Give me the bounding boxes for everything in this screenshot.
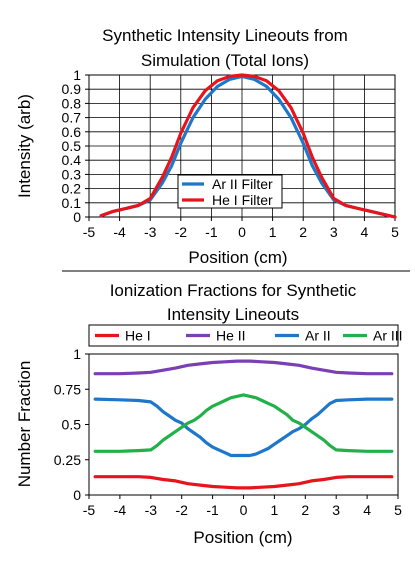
chart-2-legend-label: Ar II <box>305 328 331 344</box>
chart-1-x-tick-label: 3 <box>330 224 338 240</box>
chart-2-x-tick-label: -3 <box>145 502 158 518</box>
chart-2-x-tick-label: 2 <box>301 502 309 518</box>
chart-1-x-tick-label: 0 <box>238 224 246 240</box>
chart-2-legend-label: He I <box>125 328 151 344</box>
chart-2-x-tick-label: -4 <box>114 502 127 518</box>
chart-1-y-tick-label: 0.4 <box>62 152 82 168</box>
chart-1-y-tick-label: 0.6 <box>62 124 82 140</box>
chart-1-title-line-2: Simulation (Total Ions) <box>141 51 309 70</box>
chart-1-x-tick-label: 5 <box>391 224 399 240</box>
chart-1-x-axis-label: Position (cm) <box>188 248 287 267</box>
chart-1-y-tick-label: 1 <box>73 67 81 83</box>
chart-2-y-tick-label: 0 <box>73 487 81 503</box>
chart-2-x-tick-label: 5 <box>394 502 402 518</box>
chart-2-title-line-1: Ionization Fractions for Synthetic <box>110 281 357 300</box>
chart-1-x-tick-label: -3 <box>144 224 157 240</box>
chart-1-x-tick-label: 1 <box>269 224 277 240</box>
chart-1-y-tick-label: 0.9 <box>62 81 82 97</box>
chart-2-plot-frame <box>88 353 399 496</box>
chart-1-x-tick-label: 2 <box>299 224 307 240</box>
chart-2-x-tick-label: 3 <box>332 502 340 518</box>
chart-1-y-tick-label: 0.3 <box>62 166 82 182</box>
chart-2-series-line-ar-iii <box>93 393 394 453</box>
chart-1-y-axis-label: Intensity (arb) <box>15 94 34 198</box>
chart-2-legend-label: He II <box>216 328 246 344</box>
chart-1-x-tick-label: -4 <box>113 224 126 240</box>
chart-1: Synthetic Intensity Lineouts from Simula… <box>15 26 399 267</box>
chart-1-legend-box <box>177 174 283 209</box>
chart-2-x-tick-label: -5 <box>83 502 96 518</box>
chart-2-title-line-2: Intensity Lineouts <box>167 305 299 324</box>
chart-2-x-axis-label: Position (cm) <box>193 528 292 547</box>
chart-2-legend-box <box>88 324 399 347</box>
chart-2-series-line-he-ii <box>93 359 394 376</box>
chart-2-y-tick-label: 1 <box>73 346 81 362</box>
chart-2-y-tick-label: 0.75 <box>54 381 81 397</box>
chart-2-plot-area: 0 0.25 0.5 0.75 1 -5 -4 -3 -2 -1 0 1 2 3 4 5 He I He II Ar… <box>54 324 403 518</box>
chart-2-x-tick-label: -1 <box>206 502 219 518</box>
chart-1-legend-label: He I Filter <box>212 192 273 208</box>
chart-1-y-tick-label: 0.2 <box>62 181 82 197</box>
chart-1-y-tick-label: 0.8 <box>62 95 82 111</box>
chart-2-y-tick-label: 0.25 <box>54 452 81 468</box>
chart-1-plot-area: 00.10.20.30.40.50.60.70.80.91-5 -4 -3 -2 -1 0… <box>62 67 400 240</box>
chart-1-x-tick-label: 4 <box>361 224 369 240</box>
chart-2: Ionization Fractions for Synthetic Inten… <box>15 281 403 547</box>
chart-2-y-axis-label: Number Fraction <box>15 361 34 488</box>
chart-1-x-tick-label: -1 <box>205 224 218 240</box>
chart-2-series-line-he-i <box>93 475 394 490</box>
chart-2-legend-label: Ar III <box>373 328 403 344</box>
chart-1-series-line-he-i-filter <box>99 73 397 219</box>
chart-1-title-line-1: Synthetic Intensity Lineouts from <box>102 26 348 45</box>
chart-2-x-tick-label: 0 <box>240 502 248 518</box>
chart-2-x-tick-label: 4 <box>363 502 371 518</box>
chart-2-series-line-ar-ii <box>93 397 394 458</box>
chart-1-y-tick-label: 0.5 <box>62 138 82 154</box>
chart-2-y-tick-label: 0.5 <box>62 417 82 433</box>
chart-1-y-tick-label: 0.1 <box>62 195 82 211</box>
chart-1-x-tick-label: -2 <box>175 224 188 240</box>
chart-1-y-tick-label: 0 <box>73 209 81 225</box>
chart-1-y-tick-label: 0.7 <box>62 110 82 126</box>
chart-1-legend-label: Ar II Filter <box>212 176 273 192</box>
chart-2-x-tick-label: 1 <box>271 502 279 518</box>
chart-1-x-tick-label: -5 <box>83 224 96 240</box>
chart-2-x-tick-label: -2 <box>175 502 188 518</box>
